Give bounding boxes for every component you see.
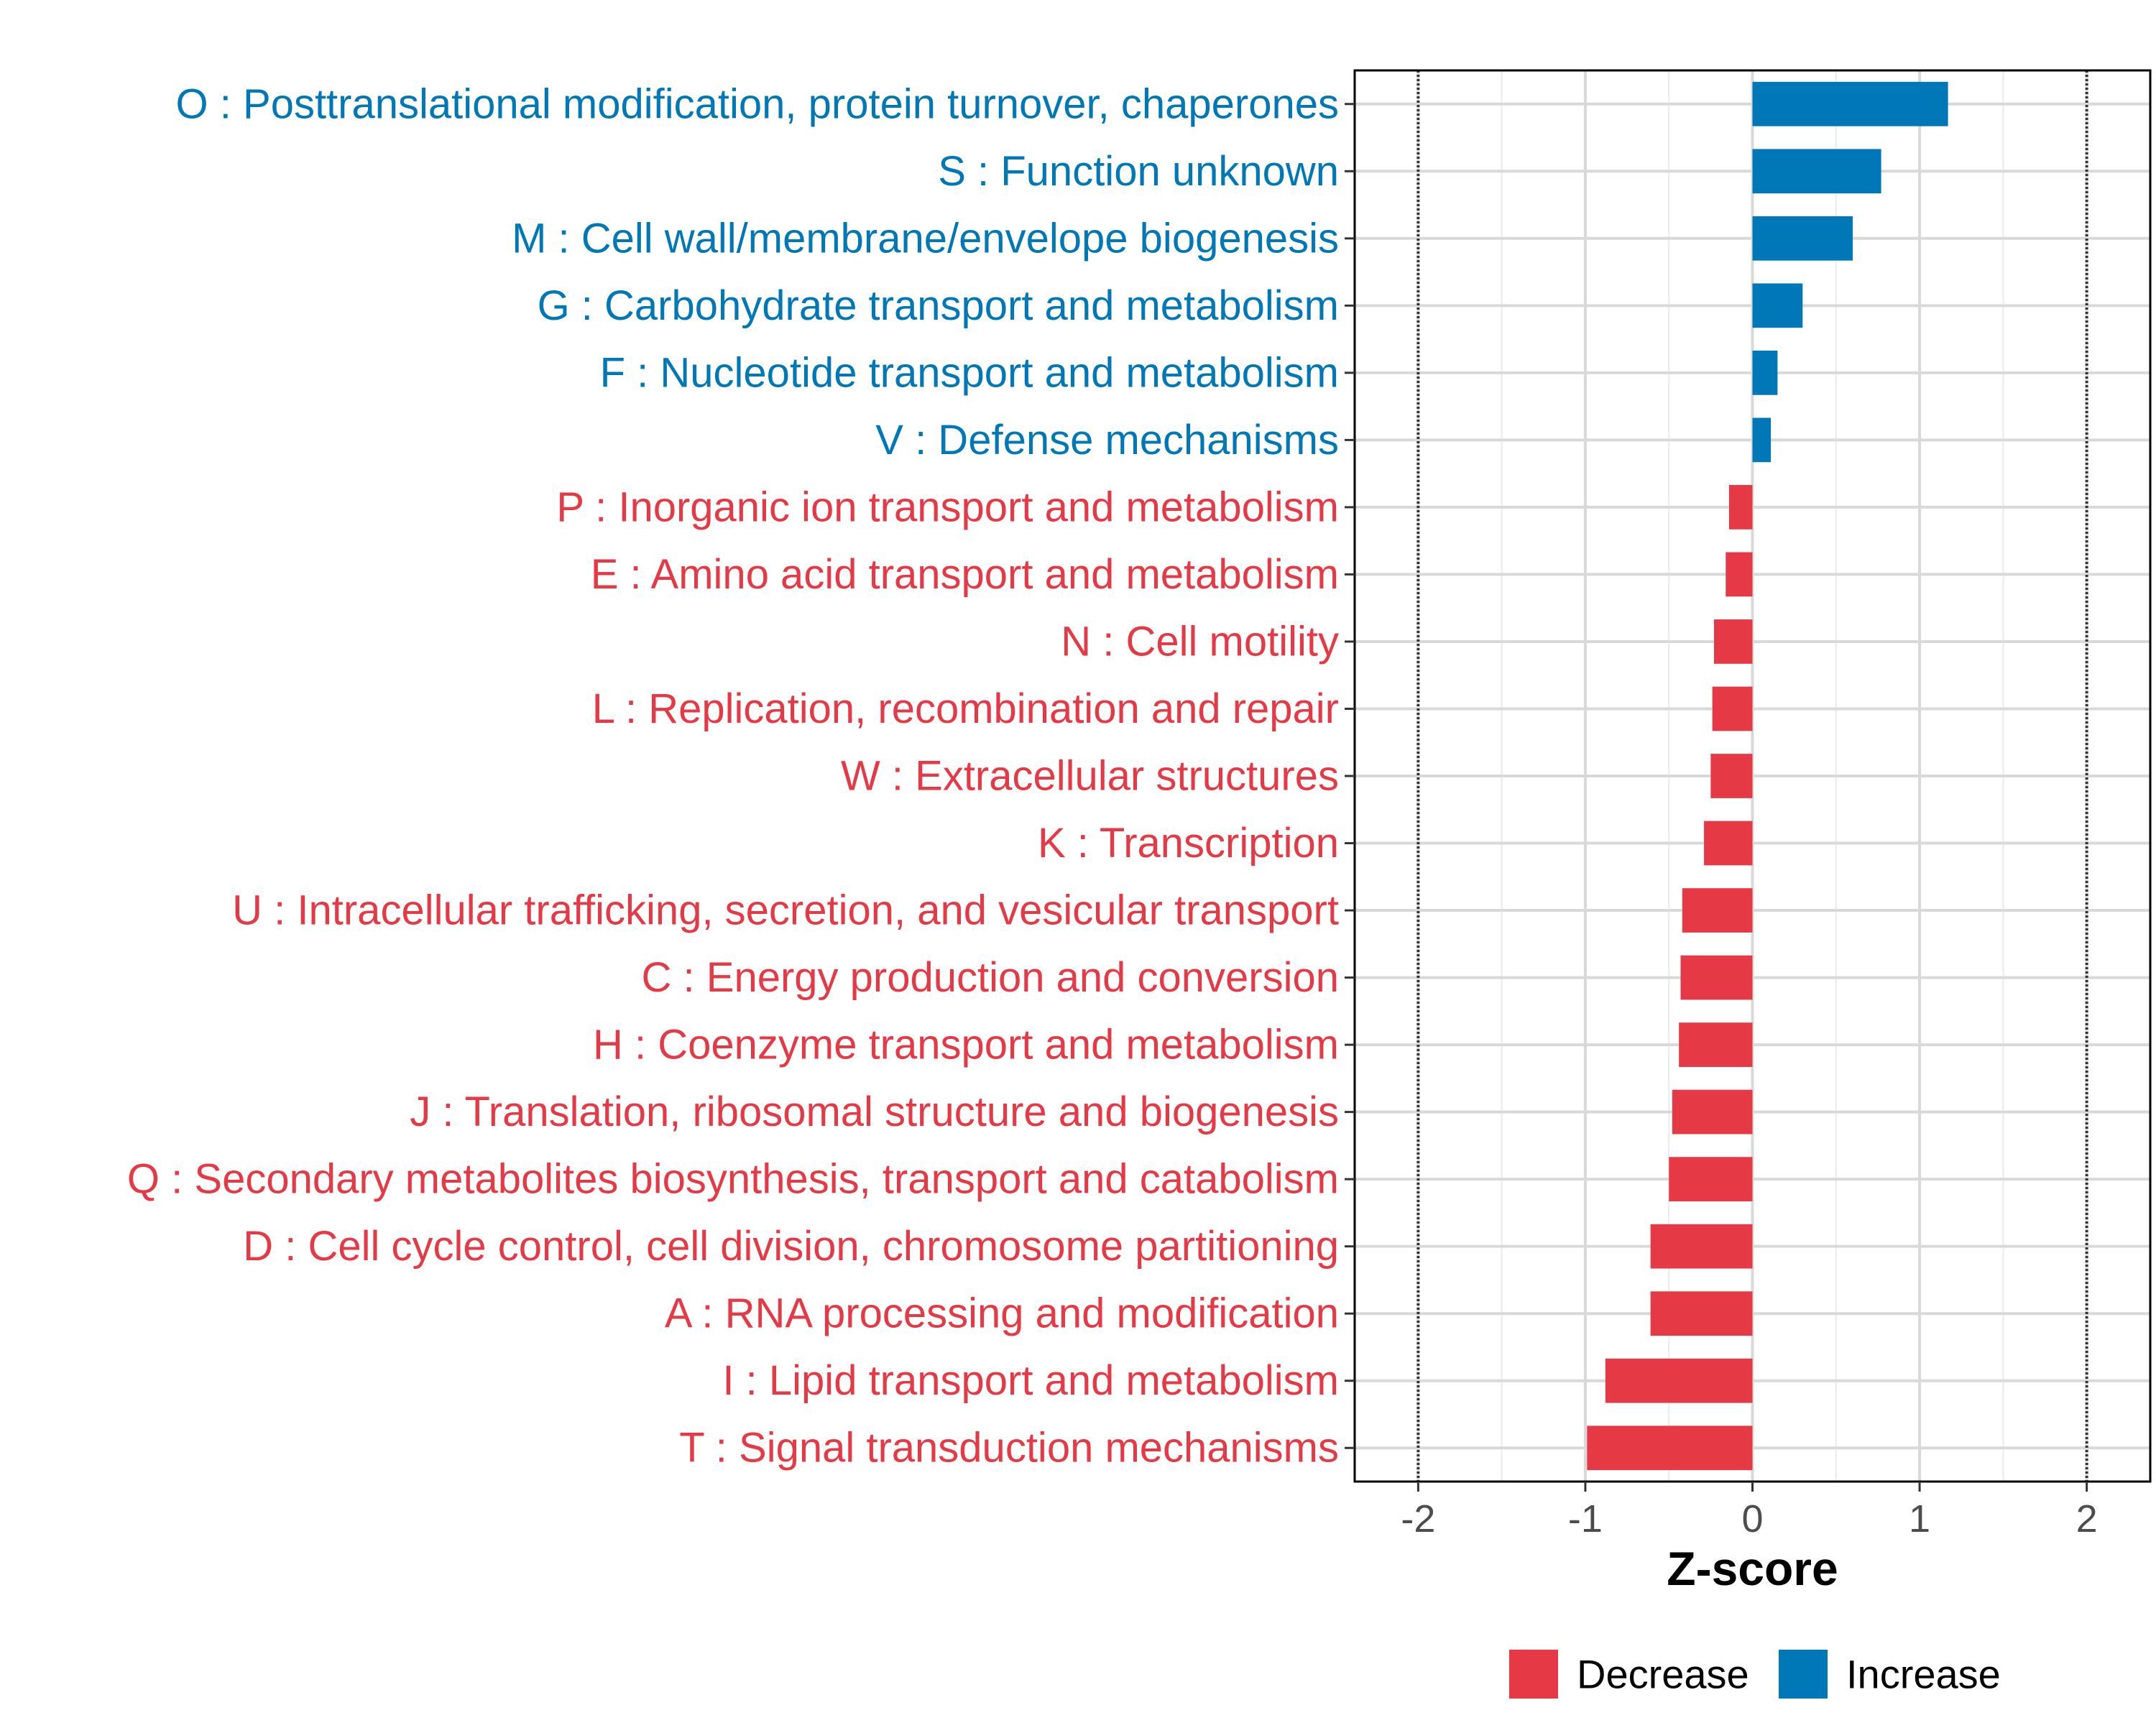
category-label: C : Energy production and conversion [642,954,1339,1001]
bar [1712,686,1753,731]
category-label: E : Amino acid transport and metabolism [591,551,1339,598]
category-label: U : Intracellular trafficking, secretion… [232,887,1339,934]
x-tick-label: 2 [2076,1497,2098,1540]
bar [1672,1089,1753,1135]
legend-swatch-decrease [1509,1650,1558,1699]
bar [1679,1022,1753,1067]
bar [1752,350,1778,395]
x-axis: -2 -1 0 1 2 [1401,1482,2098,1540]
category-label: H : Coenzyme transport and metabolism [593,1022,1339,1068]
bar [1650,1224,1753,1269]
bar [1726,552,1753,597]
bar [1704,821,1753,866]
category-label: M : Cell wall/membrane/envelope biogenes… [512,215,1339,262]
bar [1752,149,1881,194]
y-axis: O : Posttranslational modification, prot… [127,80,1355,1471]
category-label: I : Lipid transport and metabolism [722,1357,1339,1404]
x-tick-label: 1 [1909,1497,1930,1540]
category-label: Q : Secondary metabolites biosynthesis, … [127,1156,1339,1203]
category-label: J : Translation, ribosomal structure and… [410,1089,1339,1135]
legend-label-decrease: Decrease [1577,1652,1749,1697]
bar [1752,283,1803,328]
bar [1605,1358,1753,1403]
bar [1714,619,1753,664]
category-label: A : RNA processing and modification [665,1290,1339,1337]
bar [1728,485,1753,530]
category-label: D : Cell cycle control, cell division, c… [243,1223,1339,1270]
bar [1669,1157,1753,1202]
x-tick-label: -2 [1401,1497,1435,1540]
category-label: S : Function unknown [938,148,1339,195]
bar [1752,216,1853,261]
category-label: F : Nucleotide transport and metabolism [600,349,1339,396]
bar [1587,1426,1753,1471]
category-label: G : Carbohydrate transport and metabolis… [538,282,1339,329]
bar [1680,955,1753,1000]
category-label: W : Extracellular structures [841,753,1339,800]
bars [1587,81,1948,1471]
category-label: P : Inorganic ion transport and metaboli… [556,484,1339,530]
x-tick-label: -1 [1568,1497,1603,1540]
bar [1650,1291,1753,1336]
legend-label-increase: Increase [1846,1652,2001,1697]
bar [1710,754,1753,798]
category-label: K : Transcription [1038,820,1339,867]
category-label: L : Replication, recombination and repai… [592,685,1339,732]
category-label: T : Signal transduction mechanisms [679,1425,1339,1471]
legend-swatch-increase [1779,1650,1828,1699]
category-label: O : Posttranslational modification, prot… [176,80,1339,127]
bar [1752,417,1772,463]
x-axis-title: Z-score [1667,1542,1838,1595]
bar [1752,81,1948,126]
category-label: N : Cell motility [1061,618,1339,665]
x-tick-label: 0 [1741,1497,1763,1540]
bar [1682,888,1753,933]
category-label: V : Defense mechanisms [875,417,1339,463]
legend: Decrease Increase [1509,1650,2001,1699]
